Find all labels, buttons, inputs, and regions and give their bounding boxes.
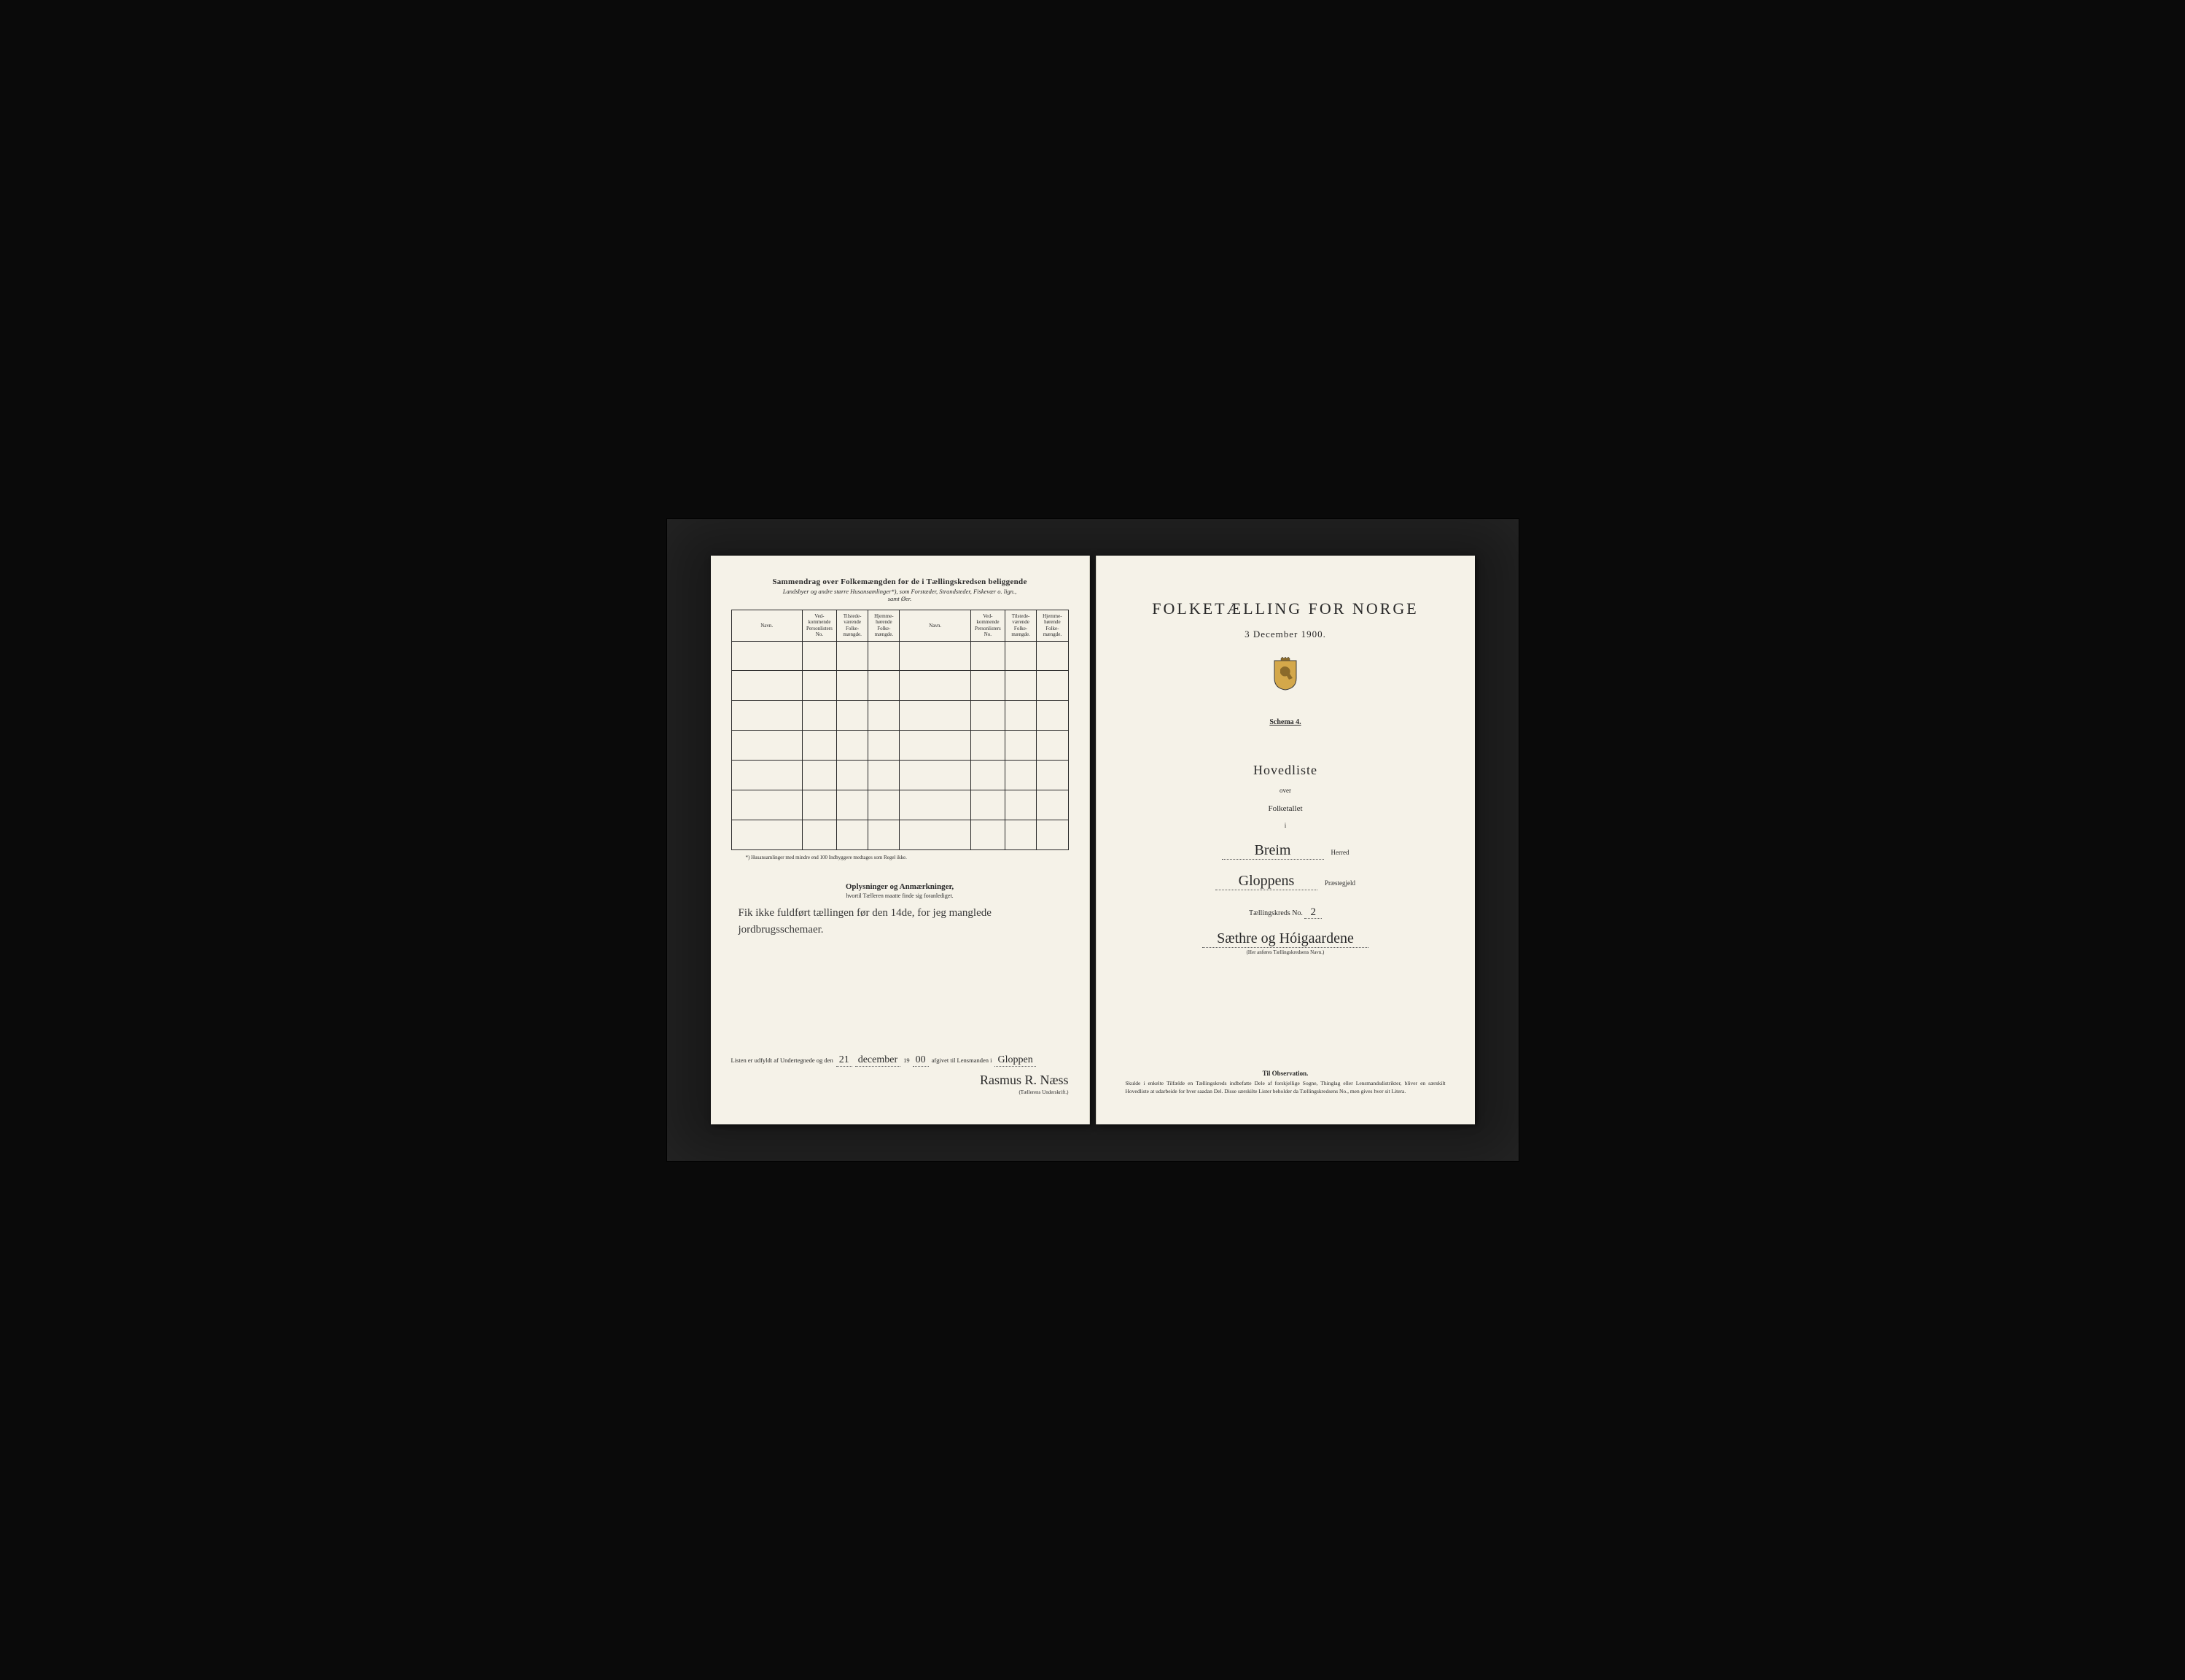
sig-year: 00 <box>913 1054 929 1067</box>
prestegjeld-row: Gloppens Præstegjeld <box>1117 873 1454 890</box>
table-row <box>731 641 1068 671</box>
table-row <box>731 761 1068 790</box>
scan-frame: Sammendrag over Folkemængden for de i Tæ… <box>666 518 1519 1162</box>
summary-table: Navn. Ved-kommende Personlisters No. Til… <box>731 610 1069 850</box>
table-footnote: *) Husansamlinger med mindre end 100 Ind… <box>731 855 1069 860</box>
left-subtitle-1: Landsbyer og andre større Husansamlinger… <box>731 588 1069 595</box>
oplysninger-title: Oplysninger og Anmærkninger, <box>731 882 1069 891</box>
sig-year-prefix: 19 <box>903 1057 910 1064</box>
folketallet-label: Folketallet <box>1117 804 1454 813</box>
over-label: over <box>1117 787 1454 794</box>
tk-label: Tællingskreds No. <box>1249 909 1303 917</box>
sig-prefix: Listen er udfyldt af Undertegnede og den <box>731 1057 833 1064</box>
observation-block: Til Observation. Skulde i enkelte Tilfæl… <box>1126 1070 1446 1095</box>
schema-label: Schema 4. <box>1117 718 1454 726</box>
herred-value: Breim <box>1222 842 1324 860</box>
left-header: Sammendrag over Folkemængden for de i Tæ… <box>731 578 1069 602</box>
table-row <box>731 671 1068 701</box>
signature-block: Listen er udfyldt af Undertegnede og den… <box>731 1054 1069 1095</box>
tk-number: 2 <box>1304 906 1322 919</box>
col-navn-1: Navn. <box>731 610 802 642</box>
table-row <box>731 820 1068 850</box>
col-tilstede-1: Tilstede-værende Folke-mængde. <box>836 610 868 642</box>
sig-place: Gloppen <box>994 1054 1035 1067</box>
col-hjemme-2: Hjemme-hørende Folke-mængde. <box>1037 610 1068 642</box>
col-navn-2: Navn. <box>900 610 970 642</box>
herred-label: Herred <box>1331 849 1349 856</box>
sig-month: december <box>855 1054 900 1067</box>
signature-caption: (Tællerens Underskrift.) <box>731 1089 1069 1095</box>
table-row <box>731 731 1068 761</box>
right-page: FOLKETÆLLING FOR NORGE 3 December 1900. … <box>1096 556 1475 1124</box>
table-row <box>731 701 1068 731</box>
hovedliste: Hovedliste <box>1117 763 1454 778</box>
handwritten-note: Fik ikke fuldført tællingen før den 14de… <box>731 905 1069 938</box>
signature-name: Rasmus R. Næss <box>731 1073 1069 1088</box>
main-date: 3 December 1900. <box>1117 629 1454 640</box>
left-page: Sammendrag over Folkemængden for de i Tæ… <box>711 556 1090 1124</box>
oplysninger-block: Oplysninger og Anmærkninger, hvortil Tæl… <box>731 882 1069 899</box>
sig-day: 21 <box>836 1054 852 1067</box>
summary-table-body <box>731 641 1068 849</box>
obs-text: Skulde i enkelte Tilfælde en Tællingskre… <box>1126 1080 1446 1095</box>
kreds-name: Sæthre og Hóigaardene <box>1202 930 1368 948</box>
left-title: Sammendrag over Folkemængden for de i Tæ… <box>731 578 1069 586</box>
coat-of-arms-icon <box>1270 656 1301 691</box>
col-tilstede-2: Tilstede-værende Folke-mængde. <box>1005 610 1036 642</box>
col-personlister-1: Ved-kommende Personlisters No. <box>802 610 836 642</box>
kreds-caption: (Her anføres Tællingskredsens Navn.) <box>1117 949 1454 955</box>
herred-row: Breim Herred <box>1117 842 1454 860</box>
table-row <box>731 790 1068 820</box>
main-title: FOLKETÆLLING FOR NORGE <box>1117 599 1454 618</box>
col-hjemme-1: Hjemme-hørende Folke-mængde. <box>868 610 900 642</box>
col-personlister-2: Ved-kommende Personlisters No. <box>970 610 1005 642</box>
obs-title: Til Observation. <box>1126 1070 1446 1077</box>
prestegjeld-value: Gloppens <box>1215 873 1317 890</box>
prestegjeld-label: Præstegjeld <box>1325 879 1355 887</box>
sig-mid: afgivet til Lensmanden i <box>932 1057 992 1064</box>
oplysninger-sub: hvortil Tælleren maatte finde sig foranl… <box>731 892 1069 899</box>
i-label: i <box>1117 822 1454 829</box>
left-subtitle-2: samt Øer. <box>731 595 1069 602</box>
tk-row: Tællingskreds No. 2 <box>1117 906 1454 919</box>
